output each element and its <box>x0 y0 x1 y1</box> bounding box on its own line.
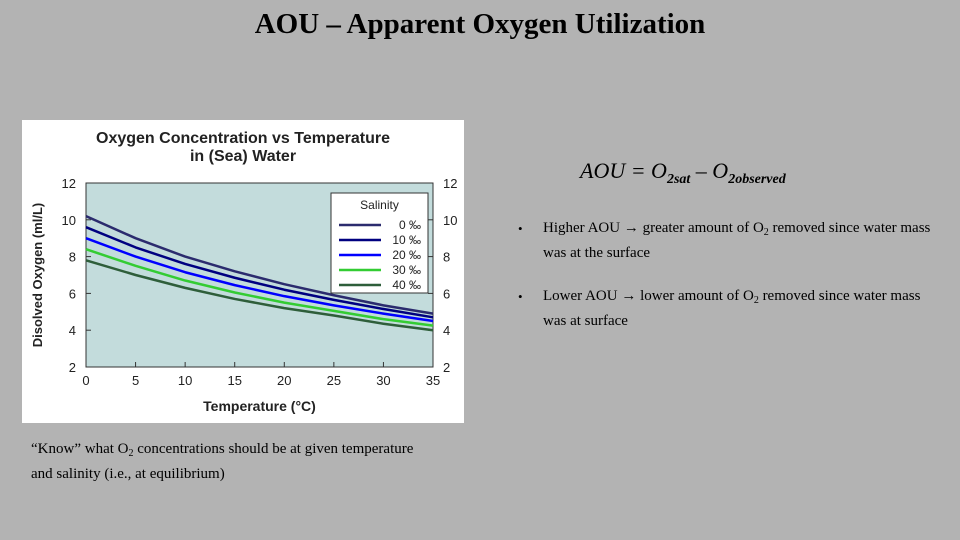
slide-title: AOU – Apparent Oxygen Utilization <box>254 8 706 40</box>
formula-sub-sat: 2sat <box>666 172 691 187</box>
y-tick-label-right: 8 <box>443 250 450 265</box>
legend-label-0: 0 ‰ <box>399 218 421 232</box>
series-line-1 <box>85 226 434 319</box>
equilibrium-note: “Know” what O2 concentrations should be … <box>31 439 431 485</box>
bullet-text: removed since water mass was at surface <box>543 288 921 329</box>
formula-sub-observed: 2observed <box>728 172 786 187</box>
chart-subtitle: in (Sea) Water <box>190 148 296 165</box>
bullet-dot: • <box>518 221 523 236</box>
x-tick-label: 30 <box>376 373 390 388</box>
note-sub: 2 <box>128 448 134 459</box>
aou-formula: AOU = O2sat – O2observed <box>580 158 786 188</box>
bullet-text: greater amount of O <box>638 220 764 236</box>
bullet-dot: • <box>518 289 523 304</box>
bullet-sub: 2 <box>753 295 759 306</box>
y-tick-label-left: 10 <box>62 213 76 228</box>
bullet-sub: 2 <box>763 227 769 238</box>
formula-mid: – O <box>690 158 729 183</box>
y-tick-label-right: 2 <box>443 360 450 375</box>
y-tick-label-left: 2 <box>69 360 76 375</box>
legend-label-2: 20 ‰ <box>392 248 421 262</box>
x-tick-label: 35 <box>426 373 440 388</box>
x-axis-label: Temperature (°C) <box>203 398 316 414</box>
arrow-right-icon: → <box>621 288 637 304</box>
bullet-text: Higher AOU <box>543 220 624 236</box>
series-line-4 <box>85 259 434 332</box>
x-tick-label: 0 <box>82 373 89 388</box>
formula-lhs: AOU = O <box>580 158 667 183</box>
arrow-right-icon: → <box>623 220 639 236</box>
y-tick-label-right: 12 <box>443 176 457 191</box>
y-tick-label-left: 6 <box>69 286 76 301</box>
chart-title: Oxygen Concentration vs Temperature <box>96 130 390 147</box>
x-tick-label: 5 <box>132 373 139 388</box>
bullet-text: Lower AOU <box>543 288 622 304</box>
y-tick-label-left: 8 <box>69 250 76 265</box>
bullet-higher-aou: • Higher AOU → greater amount of O2 remo… <box>518 218 938 264</box>
x-tick-label: 10 <box>178 373 192 388</box>
bullet-text: lower amount of O <box>636 288 754 304</box>
note-text: “Know” what O <box>31 441 129 457</box>
oxygen-chart: Oxygen Concentration vs Temperature in (S… <box>22 120 464 423</box>
series-line-0 <box>85 214 434 315</box>
y-tick-label-right: 10 <box>443 213 457 228</box>
legend-label-4: 40 ‰ <box>392 278 421 292</box>
y-axis-label: Disolved Oxygen (ml/L) <box>30 203 45 347</box>
series-line-3 <box>85 248 434 327</box>
series-line-2 <box>85 237 434 323</box>
legend-label-3: 30 ‰ <box>392 263 421 277</box>
y-tick-label-right: 6 <box>443 286 450 301</box>
x-tick-label: 20 <box>277 373 291 388</box>
bullet-text: removed since water mass was at the surf… <box>543 220 931 261</box>
legend-label-1: 10 ‰ <box>392 233 421 247</box>
legend-box <box>330 192 429 294</box>
legend-title: Salinity <box>360 198 399 212</box>
bullet-list: • Higher AOU → greater amount of O2 remo… <box>518 218 938 354</box>
y-tick-label-left: 4 <box>69 323 76 338</box>
note-text: concentrations should be at given temper… <box>31 441 414 482</box>
y-tick-label-left: 12 <box>62 176 76 191</box>
x-tick-label: 25 <box>327 373 341 388</box>
bullet-lower-aou: • Lower AOU → lower amount of O2 removed… <box>518 286 938 332</box>
x-tick-label: 15 <box>227 373 241 388</box>
y-tick-label-right: 4 <box>443 323 450 338</box>
